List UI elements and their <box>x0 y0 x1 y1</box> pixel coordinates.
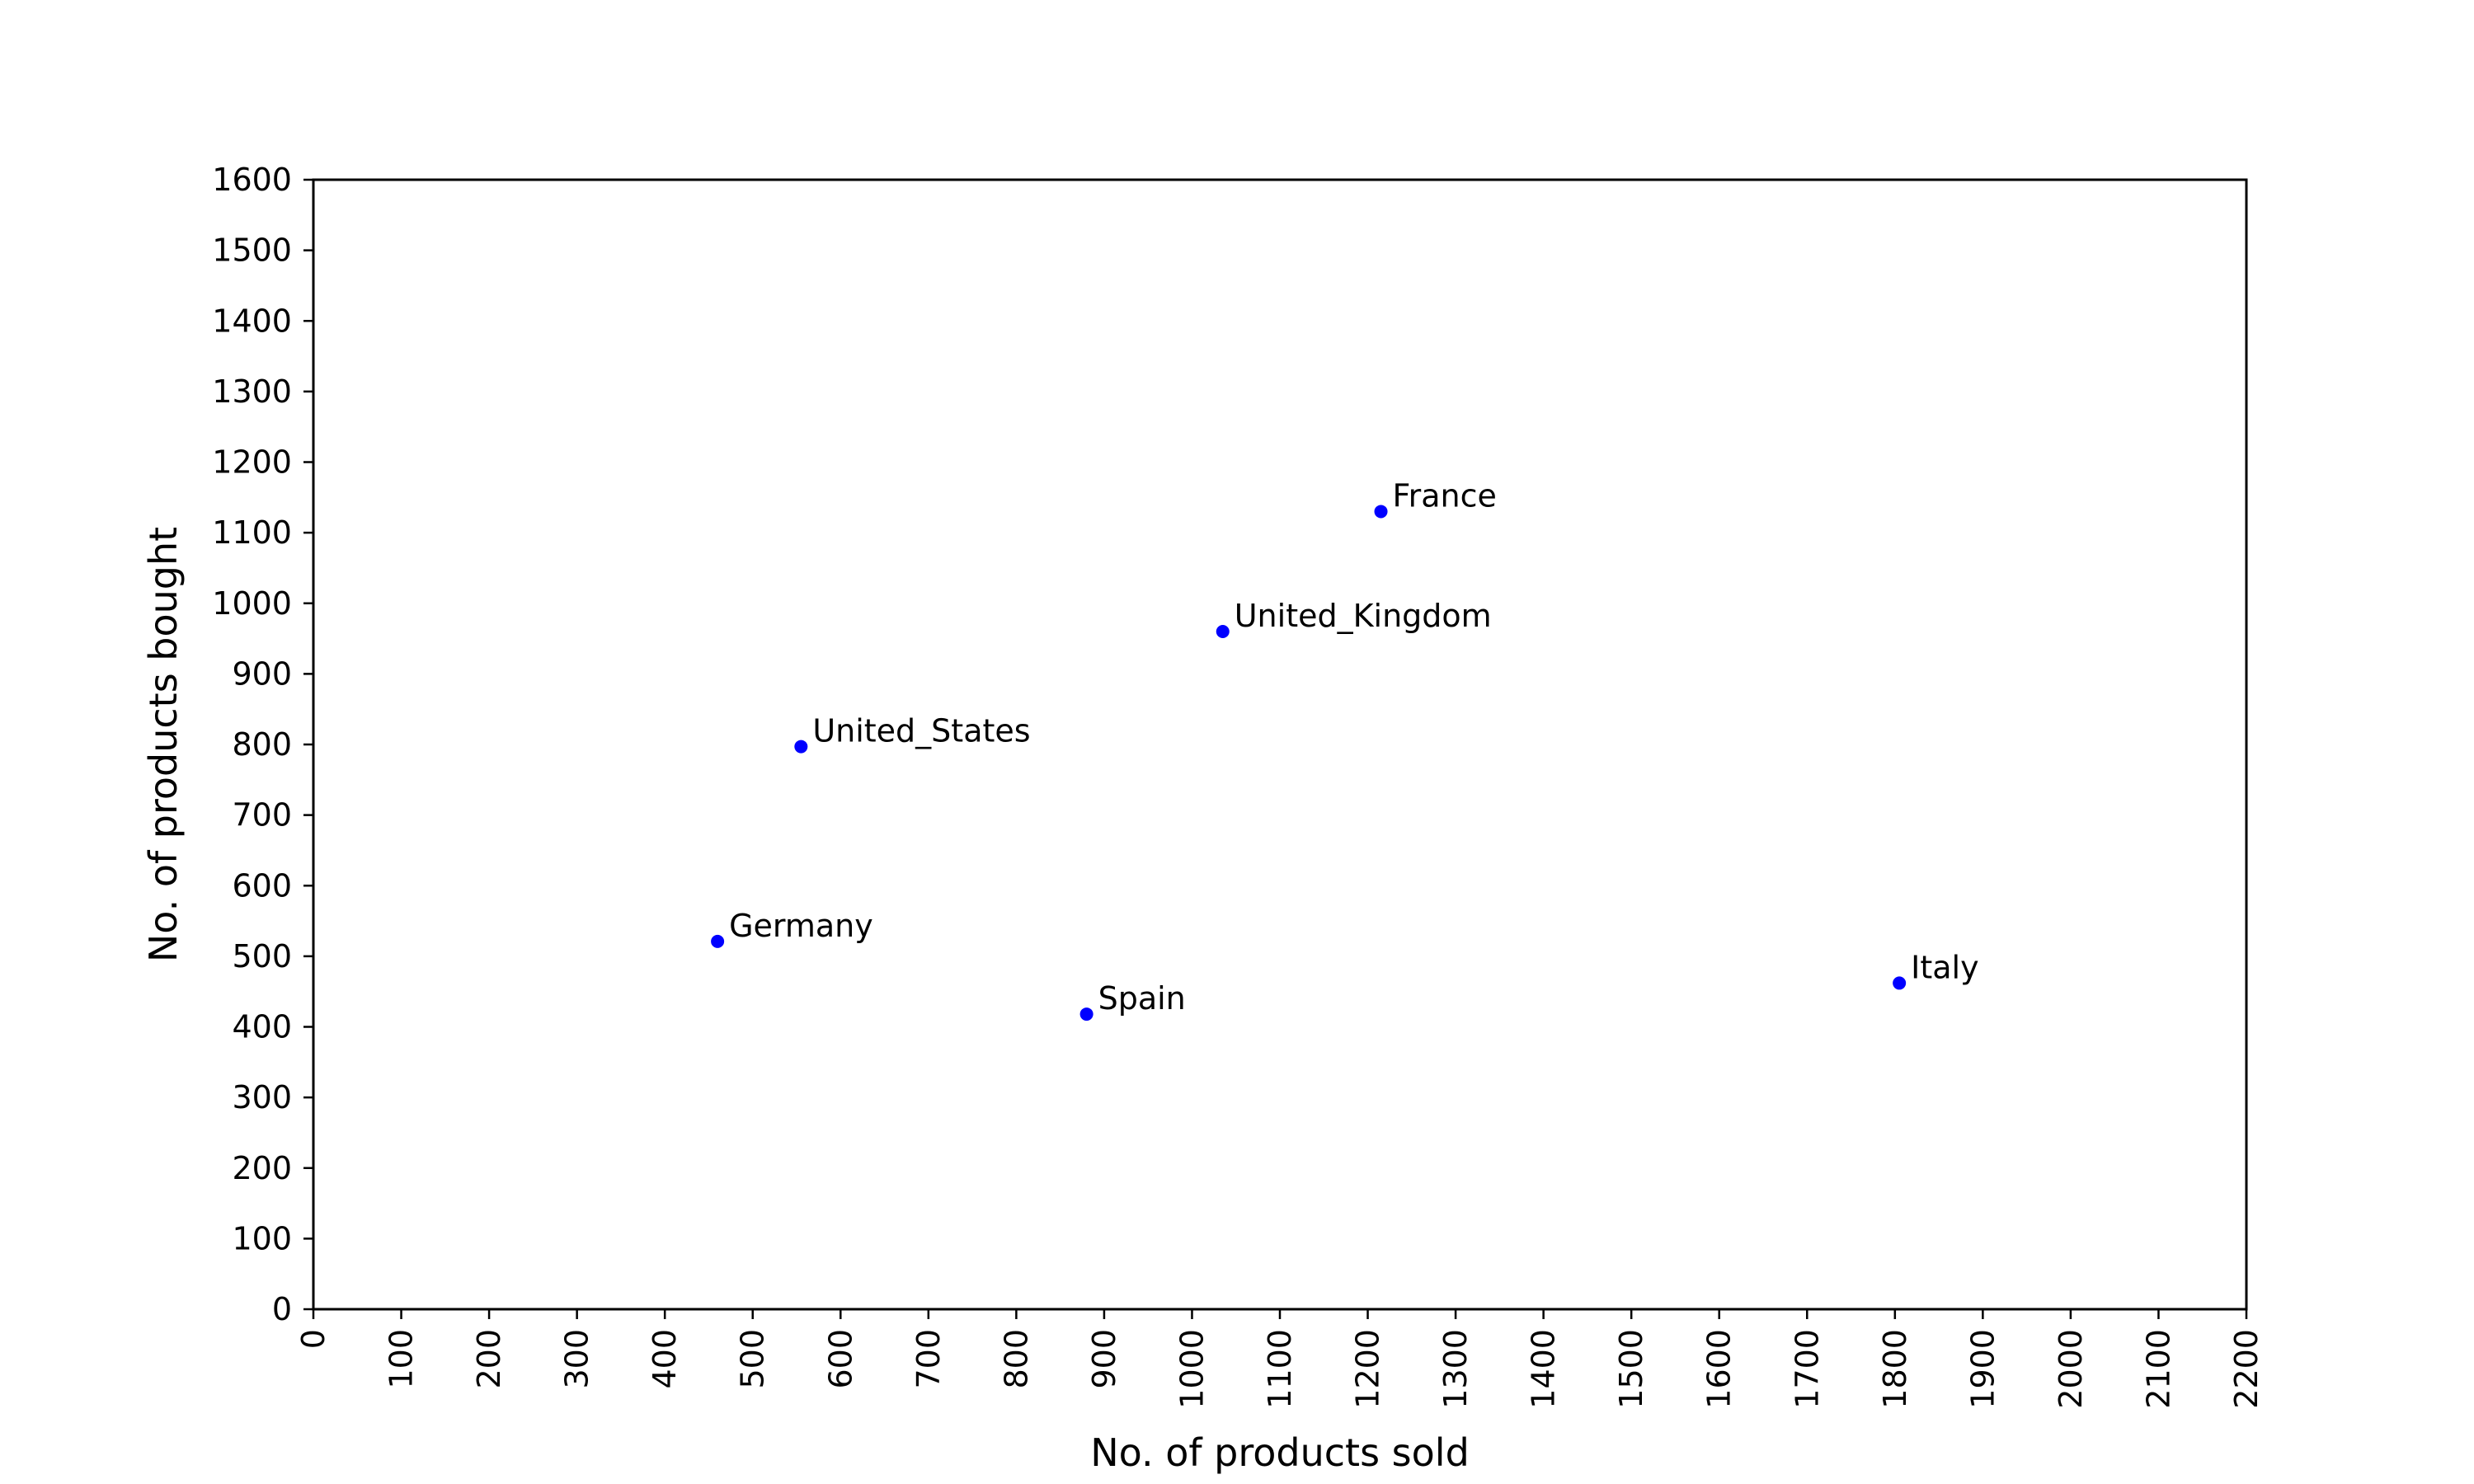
y-tick-label: 1000 <box>212 585 292 622</box>
x-axis: 0 100 200 300 400 500 600 700 800 900 1000 1100 1200… <box>295 1309 2265 1409</box>
data-point-label: Germany <box>729 908 873 944</box>
y-tick-label: 400 <box>232 1009 292 1045</box>
data-point-label: United_States <box>812 713 1030 749</box>
x-tick-label: 1100 <box>1262 1329 1298 1409</box>
y-tick-label: 800 <box>232 726 292 763</box>
y-tick-label: 0 <box>272 1291 292 1327</box>
x-tick-label: 2000 <box>2053 1329 2089 1409</box>
x-tick-label: 400 <box>647 1329 683 1389</box>
plot-area <box>312 178 2248 1311</box>
x-tick-label: 1900 <box>1964 1329 2001 1409</box>
y-axis-title: No. of products bought <box>141 527 186 962</box>
x-tick-label: 800 <box>998 1329 1034 1389</box>
y-tick-label: 1600 <box>212 162 292 198</box>
x-tick-label: 100 <box>383 1329 420 1389</box>
x-tick-label: 1000 <box>1174 1329 1210 1409</box>
data-point <box>794 740 808 754</box>
x-tick-label: 1600 <box>1701 1329 1738 1409</box>
data-point-label: United_Kingdom <box>1235 598 1492 634</box>
data-point <box>711 934 725 948</box>
y-tick-label: 1400 <box>212 303 292 339</box>
y-tick-label: 900 <box>232 655 292 692</box>
x-tick-label: 0 <box>295 1329 332 1349</box>
x-tick-label: 1400 <box>1526 1329 1562 1409</box>
y-tick-label: 1300 <box>212 373 292 410</box>
x-tick-label: 2200 <box>2228 1329 2265 1409</box>
y-tick-label: 700 <box>232 797 292 834</box>
x-tick-label: 1200 <box>1350 1329 1386 1409</box>
data-point <box>1216 625 1230 638</box>
x-tick-label: 2100 <box>2140 1329 2176 1409</box>
x-tick-label: 1800 <box>1877 1329 1913 1409</box>
y-axis: 0 100 200 300 400 500 600 700 800 900 1000 1100 1200… <box>212 162 313 1327</box>
data-point <box>1079 1007 1094 1021</box>
data-points: France United_Kingdom United_States Germany… <box>711 477 1979 1021</box>
y-tick-label: 1200 <box>212 444 292 481</box>
data-point <box>1893 976 1907 990</box>
x-axis-title: No. of products sold <box>1090 1430 1470 1475</box>
data-point-label: Italy <box>1911 949 1978 985</box>
x-tick-label: 300 <box>559 1329 595 1389</box>
y-tick-label: 1500 <box>212 232 292 269</box>
x-tick-label: 1500 <box>1613 1329 1649 1409</box>
x-tick-label: 600 <box>822 1329 858 1389</box>
data-point-label: Spain <box>1098 980 1186 1017</box>
x-tick-label: 500 <box>735 1329 771 1389</box>
x-tick-label: 1300 <box>1437 1329 1474 1409</box>
x-tick-label: 200 <box>471 1329 507 1389</box>
y-tick-label: 300 <box>232 1079 292 1115</box>
y-tick-label: 1100 <box>212 514 292 551</box>
x-tick-label: 700 <box>910 1329 947 1389</box>
data-point <box>1374 505 1388 519</box>
y-tick-label: 200 <box>232 1150 292 1186</box>
y-tick-label: 500 <box>232 938 292 974</box>
y-tick-label: 100 <box>232 1220 292 1256</box>
x-tick-label: 900 <box>1086 1329 1122 1389</box>
data-point-label: France <box>1393 477 1497 514</box>
y-tick-label: 600 <box>232 867 292 904</box>
x-tick-label: 1700 <box>1789 1329 1825 1409</box>
